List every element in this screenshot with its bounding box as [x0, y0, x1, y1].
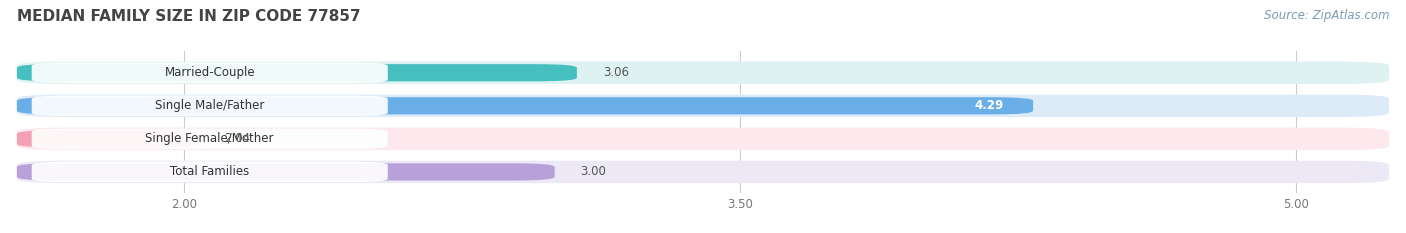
FancyBboxPatch shape: [17, 163, 554, 181]
FancyBboxPatch shape: [32, 96, 388, 116]
Text: Total Families: Total Families: [170, 165, 249, 178]
Text: 2.04: 2.04: [225, 132, 250, 145]
Text: Married-Couple: Married-Couple: [165, 66, 254, 79]
FancyBboxPatch shape: [17, 161, 1389, 183]
Text: Single Female/Mother: Single Female/Mother: [145, 132, 274, 145]
Text: 3.00: 3.00: [581, 165, 606, 178]
Text: MEDIAN FAMILY SIZE IN ZIP CODE 77857: MEDIAN FAMILY SIZE IN ZIP CODE 77857: [17, 9, 360, 24]
FancyBboxPatch shape: [17, 62, 1389, 84]
FancyBboxPatch shape: [17, 97, 1033, 114]
Text: 4.29: 4.29: [974, 99, 1004, 112]
FancyBboxPatch shape: [17, 130, 198, 147]
FancyBboxPatch shape: [32, 129, 388, 149]
Text: Single Male/Father: Single Male/Father: [155, 99, 264, 112]
Text: 3.06: 3.06: [603, 66, 628, 79]
FancyBboxPatch shape: [17, 64, 576, 81]
FancyBboxPatch shape: [17, 95, 1389, 117]
FancyBboxPatch shape: [32, 162, 388, 182]
FancyBboxPatch shape: [32, 62, 388, 83]
Text: Source: ZipAtlas.com: Source: ZipAtlas.com: [1264, 9, 1389, 22]
FancyBboxPatch shape: [17, 128, 1389, 150]
